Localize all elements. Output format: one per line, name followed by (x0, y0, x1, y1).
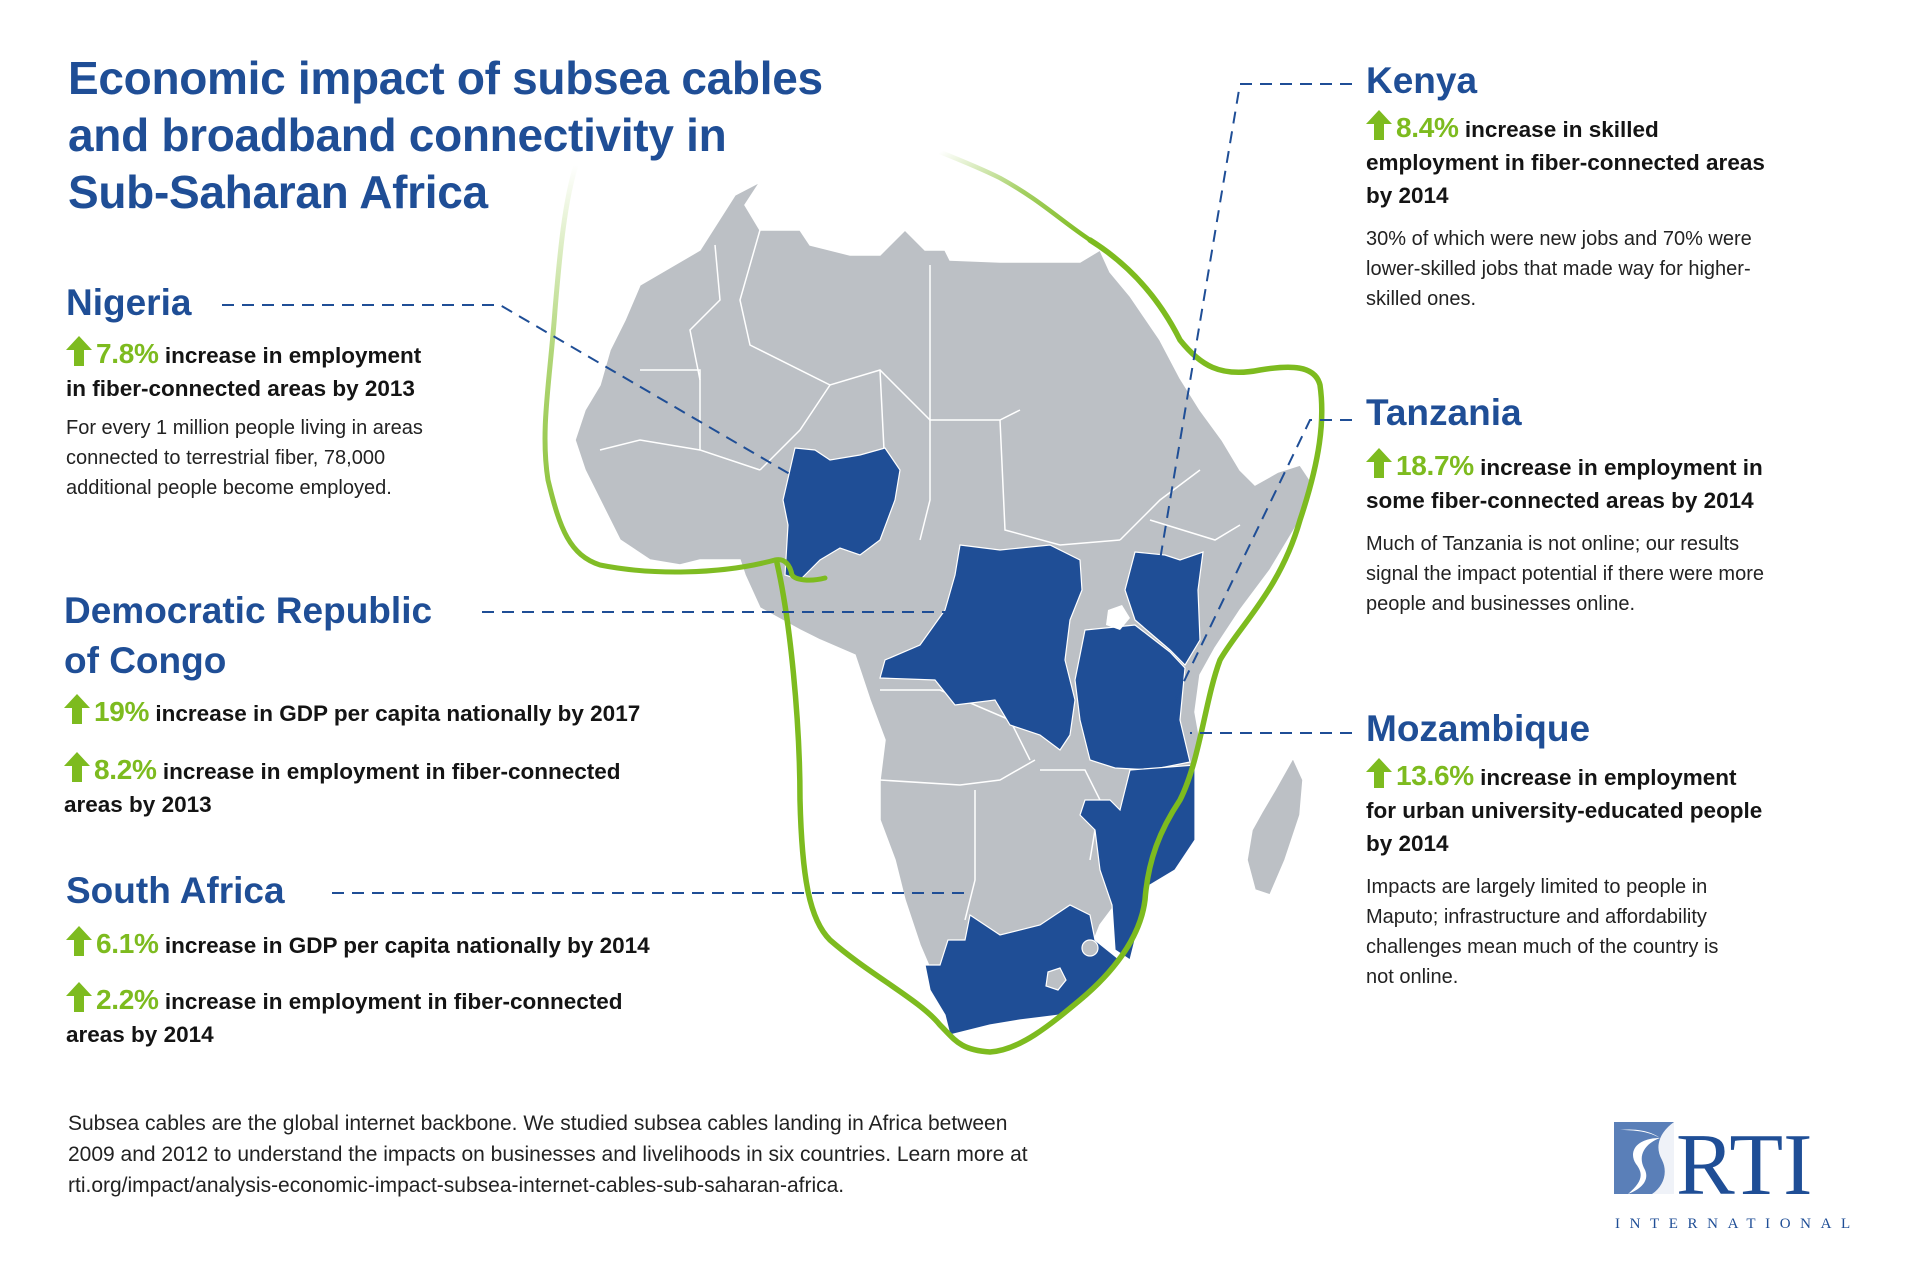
title-line-1: Economic impact of subsea cables (68, 52, 823, 104)
up-arrow-icon (66, 926, 92, 956)
note-line: Maputo; infrastructure and affordability (1366, 906, 1707, 928)
country-name-line: Democratic Republic (64, 590, 433, 631)
note-line: skilled ones. (1366, 288, 1477, 310)
kenya-leader-line (1159, 83, 1352, 561)
note-line: Much of Tanzania is not online; our resu… (1366, 533, 1740, 555)
note-line: additional people become employed. (66, 477, 392, 499)
mozambique-shape (1079, 764, 1196, 961)
country-note: Much of Tanzania is not online; our resu… (1366, 529, 1906, 619)
nigeria-section: Nigeria 7.8% increase in employment in f… (66, 280, 506, 503)
note-line: Impacts are largely limited to people in (1366, 876, 1708, 898)
country-name: Mozambique (1366, 708, 1591, 749)
note-line: people and businesses online. (1366, 593, 1636, 615)
country-name: Nigeria (66, 282, 192, 323)
note-line: lower-skilled jobs that made way for hig… (1366, 258, 1751, 280)
mozambique-section: Mozambique 13.6% increase in employment … (1366, 706, 1906, 992)
rti-subtitle: INTERNATIONAL (1615, 1216, 1859, 1232)
stat-text: increase in employment (1480, 765, 1737, 790)
drc-section: Democratic Republic of Congo 19% increas… (64, 586, 744, 821)
stat: 8.4% increase in skilled employment in f… (1366, 110, 1886, 212)
country-name-line: of Congo (64, 640, 227, 681)
tanzania-leader-line (1174, 419, 1352, 701)
rti-logo: RTI INTERNATIONAL (1614, 1116, 1859, 1236)
note-line: connected to terrestrial fiber, 78,000 (66, 447, 386, 469)
page-title: Economic impact of subsea cables and bro… (68, 50, 888, 221)
title-line-2: and broadband connectivity in (68, 109, 727, 161)
kenya-shape (1124, 551, 1204, 666)
stat-text: some fiber-connected areas by 2014 (1366, 488, 1754, 513)
stat-percent: 8.4% (1396, 112, 1459, 143)
stat-text: by 2014 (1366, 831, 1449, 856)
stat-text: increase in skilled (1464, 117, 1659, 142)
stat: 8.2% increase in employment in fiber-con… (64, 752, 744, 821)
south-africa-shape (924, 904, 1121, 1036)
stat-percent: 8.2% (94, 754, 157, 785)
up-arrow-icon (66, 336, 92, 366)
country-name: South Africa (66, 870, 285, 911)
note-line: not online. (1366, 966, 1459, 988)
stat: 2.2% increase in employment in fiber-con… (66, 982, 746, 1051)
leader-lines (222, 83, 1352, 894)
stat-percent: 7.8% (96, 338, 159, 369)
country-name: Tanzania (1366, 392, 1522, 433)
stat-percent: 2.2% (96, 984, 159, 1015)
stat-percent: 6.1% (96, 928, 159, 959)
up-arrow-icon (1366, 758, 1392, 788)
kenya-section: Kenya 8.4% increase in skilled employmen… (1366, 58, 1886, 314)
stat-text: increase in GDP per capita nationally by… (164, 933, 650, 958)
stat: 6.1% increase in GDP per capita national… (66, 926, 746, 962)
stat: 7.8% increase in employment in fiber-con… (66, 336, 506, 405)
tanzania-shape (1074, 624, 1191, 771)
rti-logo-mark-icon: RTI INTERNATIONAL (1614, 1117, 1859, 1232)
country-note: For every 1 million people living in are… (66, 413, 506, 503)
title-line-3: Sub-Saharan Africa (68, 166, 488, 218)
stat: 18.7% increase in employment in some fib… (1366, 448, 1906, 517)
country-name: Kenya (1366, 60, 1478, 101)
up-arrow-icon (64, 694, 90, 724)
stat-percent: 13.6% (1396, 760, 1474, 791)
up-arrow-icon (1366, 448, 1392, 478)
up-arrow-icon (66, 982, 92, 1012)
rti-wordmark: RTI (1676, 1117, 1812, 1214)
country-note: Impacts are largely limited to people in… (1366, 872, 1906, 992)
note-line: For every 1 million people living in are… (66, 417, 423, 439)
stat-text: increase in employment in (1480, 455, 1763, 480)
up-arrow-icon (1366, 110, 1392, 140)
footer-line: 2009 and 2012 to understand the impacts … (68, 1143, 1028, 1166)
stat-text: areas by 2014 (66, 1022, 214, 1047)
stat-text: increase in GDP per capita nationally by… (155, 701, 641, 726)
footer-text: Subsea cables are the global internet ba… (68, 1108, 1268, 1201)
stat: 19% increase in GDP per capita nationall… (64, 694, 744, 730)
subsea-cable-route (542, 149, 1325, 1055)
stat-text: in fiber-connected areas by 2013 (66, 376, 415, 401)
nigeria-leader-line (222, 304, 801, 481)
country-name: Democratic Republic of Congo (64, 586, 744, 686)
stat-text: for urban university-educated people (1366, 798, 1763, 823)
stat-percent: 19% (94, 696, 150, 727)
note-line: challenges mean much of the country is (1366, 936, 1719, 958)
highlighted-countries (782, 447, 1204, 1036)
tanzania-section: Tanzania 18.7% increase in employment in… (1366, 390, 1906, 619)
country-note: 30% of which were new jobs and 70% were … (1366, 224, 1886, 314)
footer-line: Subsea cables are the global internet ba… (68, 1112, 1008, 1135)
stat-text: increase in employment (164, 343, 422, 368)
south-africa-section: South Africa 6.1% increase in GDP per ca… (66, 868, 746, 1051)
stat-text: increase in employment in fiber-connecte… (162, 759, 621, 784)
note-line: 30% of which were new jobs and 70% were (1366, 228, 1752, 250)
up-arrow-icon (64, 752, 90, 782)
stat-text: by 2014 (1366, 183, 1449, 208)
note-line: signal the impact potential if there wer… (1366, 563, 1764, 585)
stat-text: employment in fiber-connected areas (1366, 150, 1765, 175)
drc-shape (879, 544, 1083, 751)
nigeria-shape (782, 447, 901, 581)
footer-link-text[interactable]: rti.org/impact/analysis-economic-impact-… (68, 1174, 845, 1197)
stat-text: increase in employment in fiber-connecte… (164, 989, 623, 1014)
stat-text: areas by 2013 (64, 792, 212, 817)
stat-percent: 18.7% (1396, 450, 1474, 481)
stat: 13.6% increase in employment for urban u… (1366, 758, 1906, 860)
